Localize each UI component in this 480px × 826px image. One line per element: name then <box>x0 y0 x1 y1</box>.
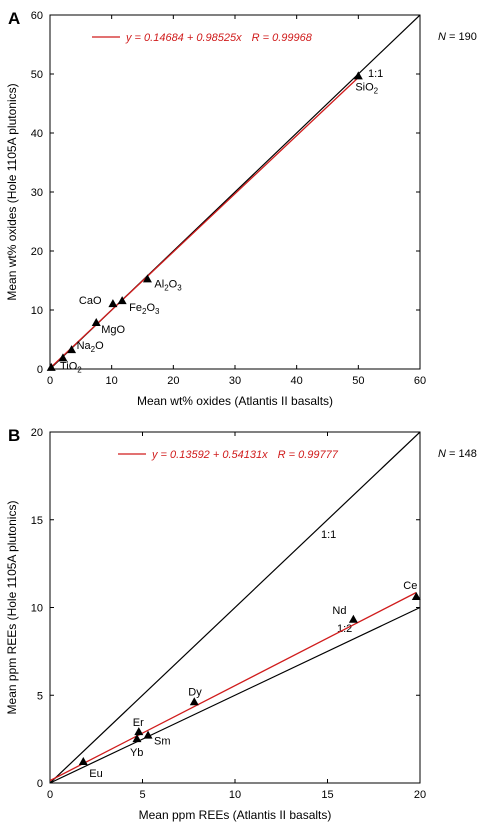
panel-label: B <box>8 426 20 445</box>
y-tick-label: 10 <box>31 603 43 615</box>
x-tick-label: 15 <box>321 789 333 801</box>
y-tick-label: 0 <box>37 778 43 790</box>
y-axis-label: Mean wt% oxides (Hole 1105A plutonics) <box>5 83 19 300</box>
x-tick-label: 20 <box>414 789 426 801</box>
x-tick-label: 10 <box>229 789 241 801</box>
data-point-triangle <box>108 299 118 308</box>
y-tick-label: 20 <box>31 427 43 439</box>
point-label: Ce <box>403 580 417 592</box>
point-label: Na2O <box>77 340 105 354</box>
data-point-triangle <box>117 296 127 305</box>
x-tick-label: 20 <box>167 375 179 387</box>
sample-count-label: N = 190 <box>438 31 477 43</box>
data-point-triangle <box>46 362 56 371</box>
y-tick-label: 50 <box>31 69 43 81</box>
x-axis-label: Mean wt% oxides (Atlantis II basalts) <box>137 394 333 408</box>
data-point-triangle <box>132 734 142 743</box>
reference-line-label: 1:1 <box>321 529 336 541</box>
point-label: Fe2O3 <box>129 302 160 316</box>
point-label: MgO <box>101 324 125 336</box>
x-tick-label: 60 <box>414 375 426 387</box>
x-tick-label: 0 <box>47 375 53 387</box>
y-tick-label: 0 <box>37 364 43 376</box>
data-point-triangle <box>189 697 199 706</box>
y-tick-label: 15 <box>31 515 43 527</box>
y-tick-label: 40 <box>31 128 43 140</box>
x-tick-label: 10 <box>106 375 118 387</box>
point-label: Yb <box>130 747 143 759</box>
reference-line-1-2 <box>50 606 420 783</box>
point-label: Eu <box>89 768 102 780</box>
x-tick-label: 40 <box>291 375 303 387</box>
y-tick-label: 30 <box>31 187 43 199</box>
point-label: TiO2 <box>60 360 82 374</box>
point-label: Al2O3 <box>154 278 182 292</box>
data-point-triangle <box>353 71 363 80</box>
regression-line <box>50 77 359 369</box>
point-label: Dy <box>188 686 202 698</box>
sample-count-label: N = 148 <box>438 448 477 460</box>
y-tick-label: 60 <box>31 10 43 22</box>
chart-panel-a: A N = 190 0 10 20 30 40 50 60 0 10 20 30 40 50 60 Mean w… <box>5 9 477 408</box>
data-point-triangle <box>67 345 77 354</box>
x-tick-label: 0 <box>47 789 53 801</box>
point-label: Sm <box>154 736 171 748</box>
point-label: Nd <box>332 605 346 617</box>
point-label: CaO <box>79 295 102 307</box>
y-tick-label: 5 <box>37 690 43 702</box>
point-label: SiO2 <box>355 81 378 95</box>
reference-line-1-1 <box>50 432 420 783</box>
data-point-triangle <box>134 727 144 736</box>
data-point-triangle <box>91 317 101 326</box>
y-tick-label: 20 <box>31 246 43 258</box>
point-label: Er <box>133 717 144 729</box>
x-axis-label: Mean ppm REEs (Atlantis II basalts) <box>139 808 332 822</box>
x-tick-label: 50 <box>352 375 364 387</box>
x-tick-label: 30 <box>229 375 241 387</box>
x-tick-label: 5 <box>139 789 145 801</box>
data-point-triangle <box>143 730 153 739</box>
chart-panel-b: B N = 148 0 5 10 15 20 0 5 10 15 20 Mean ppm REEs (A… <box>5 426 477 822</box>
panel-label: A <box>8 9 20 28</box>
regression-line <box>50 591 417 782</box>
data-point-triangle <box>411 591 421 600</box>
data-point-triangle <box>142 274 152 283</box>
data-point-triangle <box>78 756 88 765</box>
reference-line-label: 1:1 <box>368 68 383 80</box>
y-tick-label: 10 <box>31 305 43 317</box>
y-axis-label: Mean ppm REEs (Hole 1105A plutonics) <box>5 501 19 715</box>
data-point-triangle <box>58 353 68 362</box>
data-point-triangle <box>348 614 358 623</box>
legend-equation: y = 0.13592 + 0.54131x R = 0.99777 <box>151 449 339 461</box>
legend-equation: y = 0.14684 + 0.98525x R = 0.99968 <box>125 32 313 44</box>
